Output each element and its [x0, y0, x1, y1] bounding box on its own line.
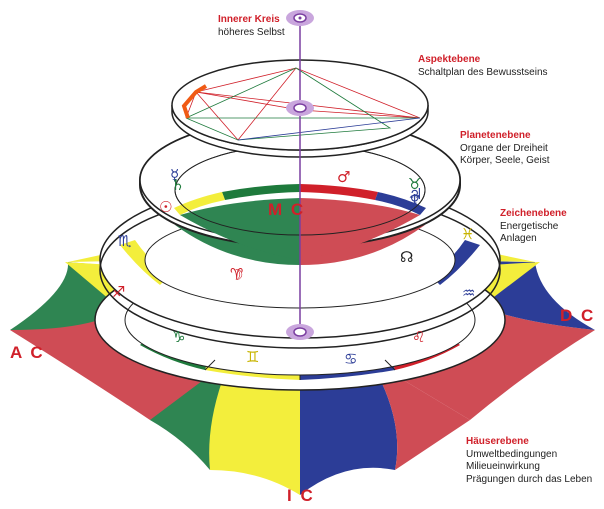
gemini-glyph: ♊ [246, 348, 260, 366]
house-sector [370, 360, 470, 470]
scorpio-glyph: ♏ [118, 232, 132, 250]
aspect-lines [185, 67, 421, 141]
jupiter-glyph: ♃ [409, 185, 423, 203]
moon-glyph: ☽ [230, 266, 244, 284]
planet-plane-label: Planetenebene Organe der Dreiheit Körper… [460, 130, 550, 168]
planet-plane-line: Körper, Seele, Geist [460, 155, 550, 166]
taurus-glyph: ♉ [408, 175, 422, 193]
aspect-marker [181, 84, 208, 119]
aries-glyph: ♈ [230, 265, 244, 283]
sign-plane-line: Energetische [500, 220, 559, 232]
inner-circle-title: Innerer Kreis [218, 14, 280, 25]
sagittarius-glyph: ♐ [112, 283, 126, 301]
sign-plane-label: Zeichenebene Energetische Anlagen [500, 208, 567, 246]
aquarius-glyph: ♒ [462, 284, 476, 302]
central-axis [286, 10, 314, 340]
saturn-glyph: ♄ [171, 176, 185, 194]
capricorn-glyph: ♑ [172, 328, 186, 346]
leo-glyph: ♌ [412, 328, 426, 346]
cancer-glyph: ♋ [344, 350, 358, 368]
aspect-plane-title: Aspektebene [418, 54, 481, 65]
mercury-glyph: ☿ [170, 166, 180, 184]
house-plane-line: Umweltbedingungen [466, 448, 558, 460]
ac-label: A C [10, 343, 45, 362]
house-sector [150, 360, 230, 470]
house-plane-label: Häuserebene Umweltbedingungen Milieueinw… [466, 436, 592, 486]
node-glyph: ☊ [400, 248, 414, 266]
aspect-plane-label: Aspektebene Schaltplan des Bewusstseins [418, 54, 548, 79]
planet-plane-title: Planetenebene [460, 130, 531, 141]
house-plane-line: Prägungen durch das Leben [466, 473, 593, 485]
ic-label: I C [287, 486, 315, 505]
mars-glyph: ♂ [337, 168, 351, 186]
mc-label: M C [268, 200, 306, 219]
inner-circle-label: Innerer Kreis höheres Selbst [218, 14, 285, 39]
aspect-plane-line: Schaltplan des Bewusstseins [418, 66, 548, 78]
neptune-glyph: ♆ [408, 191, 422, 209]
planet-plane-line: Organe der Dreiheit [460, 142, 548, 154]
sun-glyph: ☉ [159, 198, 173, 216]
inner-circle-line: höheres Selbst [218, 26, 285, 38]
house-plane-title: Häuserebene [466, 436, 529, 447]
dc-label: D C [560, 306, 596, 325]
sign-plane-title: Zeichenebene [500, 208, 567, 219]
house-plane-line: Milieueinwirkung [466, 461, 540, 472]
sign-plane-line: Anlagen [500, 233, 537, 244]
pisces-glyph: ♓ [461, 225, 475, 243]
